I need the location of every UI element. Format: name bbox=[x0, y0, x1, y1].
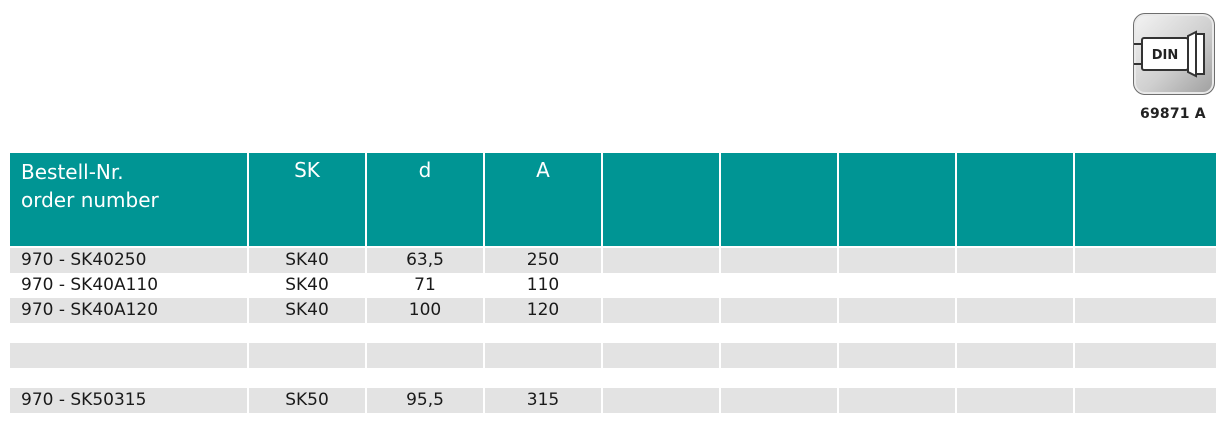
cell-order-number: 970 - SK40A110 bbox=[21, 275, 159, 295]
cell-a: 120 bbox=[485, 298, 601, 323]
header-empty bbox=[603, 153, 719, 246]
header-empty bbox=[839, 153, 955, 246]
cell-d: 63,5 bbox=[367, 248, 483, 273]
header-empty bbox=[721, 153, 837, 246]
header-empty bbox=[957, 153, 1073, 246]
table-row: 970 - SK50315 SK50 95,5 315 bbox=[10, 388, 1216, 413]
header-order-number-en: order number bbox=[21, 188, 159, 212]
din-collet-chuck-icon: DIN bbox=[1133, 13, 1215, 95]
cell-a: 315 bbox=[485, 388, 601, 413]
cell-order-number: 970 - SK40A120 bbox=[10, 298, 247, 323]
header-empty bbox=[1075, 153, 1216, 246]
cell-a: 110 bbox=[526, 275, 560, 295]
cell-a: 250 bbox=[485, 248, 601, 273]
table-row: 970 - SK40A120 SK40 100 120 bbox=[10, 298, 1216, 323]
cell-sk: SK40 bbox=[249, 248, 365, 273]
header-order-number-de: Bestell-Nr. bbox=[21, 160, 124, 184]
table-row-empty bbox=[10, 343, 1216, 368]
header-order-number: Bestell-Nr. order number bbox=[10, 153, 247, 246]
cell-order-number: 970 - SK50315 bbox=[10, 388, 247, 413]
din-standard-code: 69871 A bbox=[1140, 106, 1206, 122]
cell-order-number: 970 - SK40250 bbox=[10, 248, 247, 273]
cell-d: 95,5 bbox=[367, 388, 483, 413]
header-sk: SK bbox=[249, 153, 365, 246]
cell-sk: SK50 bbox=[249, 388, 365, 413]
cell-d: 100 bbox=[367, 298, 483, 323]
header-d: d bbox=[367, 153, 483, 246]
cell-sk: SK40 bbox=[285, 275, 329, 295]
din-badge: DIN bbox=[1133, 13, 1216, 95]
cell-d: 71 bbox=[414, 275, 436, 295]
cell-sk: SK40 bbox=[249, 298, 365, 323]
table-header-row: Bestell-Nr. order number SK d A bbox=[10, 153, 1216, 246]
din-badge-label: DIN bbox=[1152, 48, 1179, 63]
table-row: 970 - SK40250 SK40 63,5 250 bbox=[10, 248, 1216, 273]
order-table: Bestell-Nr. order number SK d A 970 - SK… bbox=[8, 153, 1218, 413]
table-row: 970 - SK40A110 SK40 71 110 bbox=[10, 273, 1216, 298]
header-a: A bbox=[485, 153, 601, 246]
